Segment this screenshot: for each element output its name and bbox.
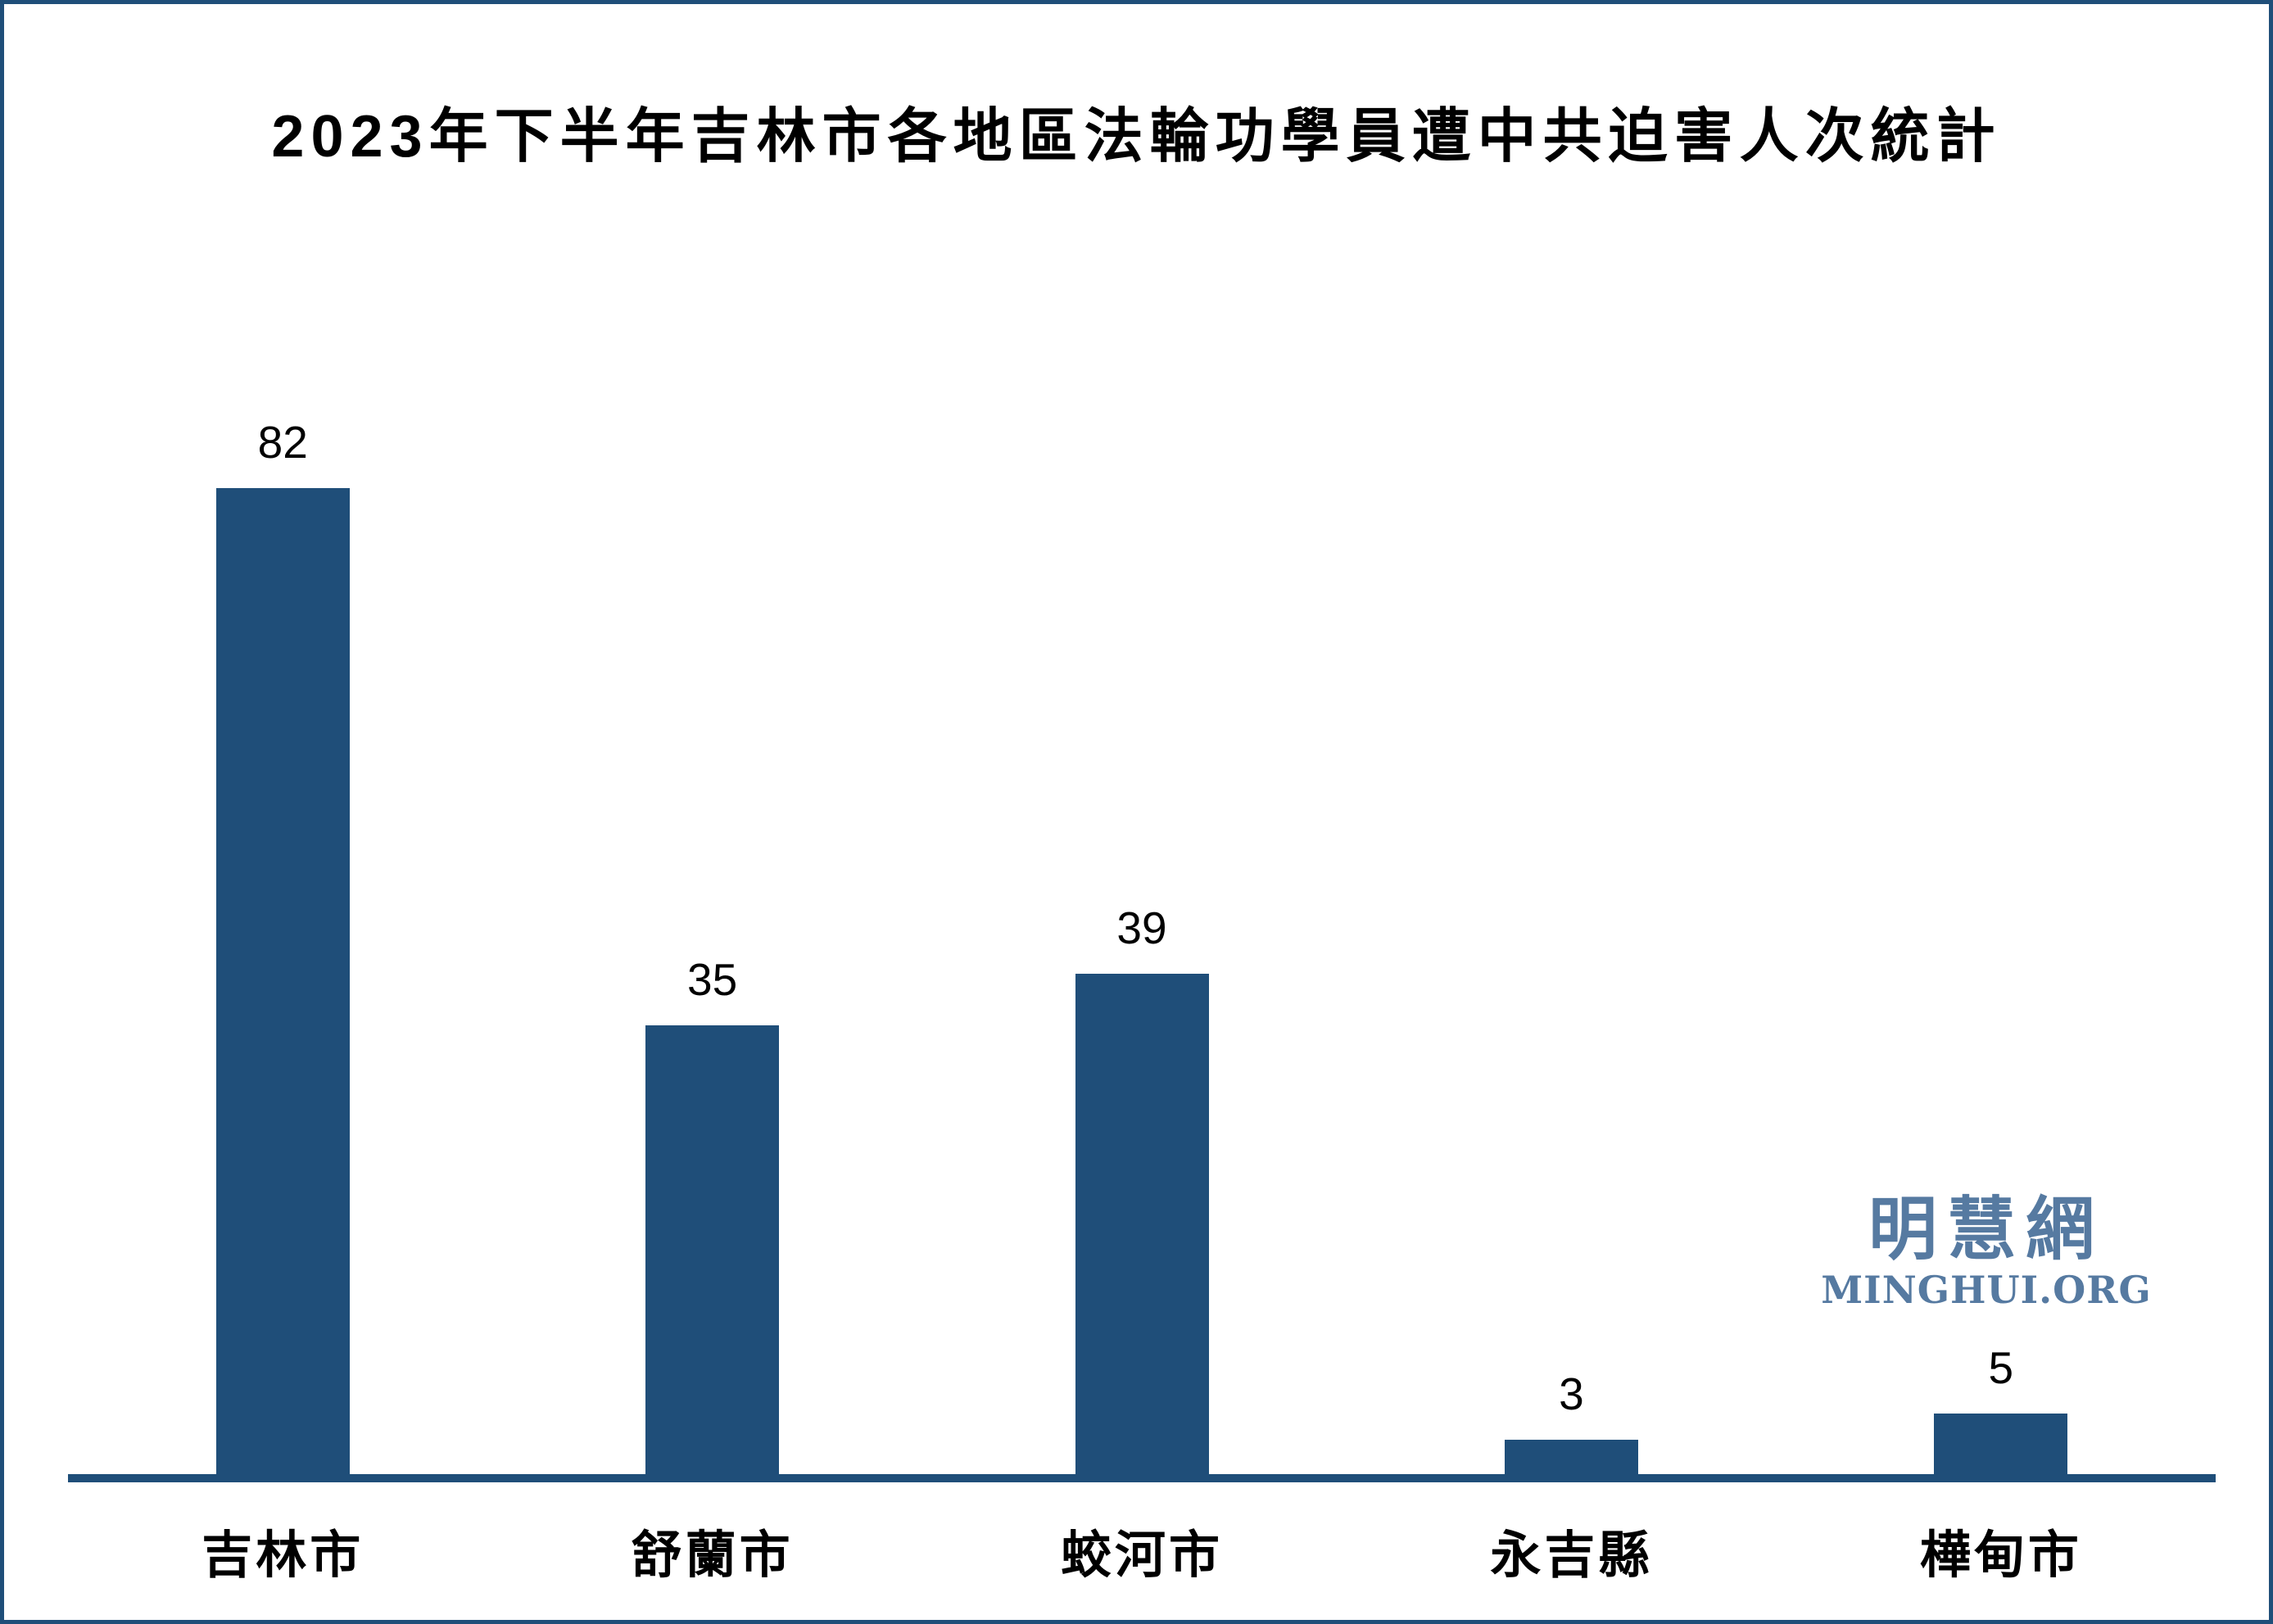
- category-label: 舒蘭市: [631, 1527, 794, 1584]
- bar-value-label: 3: [1559, 1368, 1584, 1419]
- category-label: 蛟河市: [1061, 1527, 1224, 1584]
- x-axis-line: [68, 1474, 2216, 1482]
- category-label: 吉林市: [201, 1527, 364, 1584]
- bar-value-label: 5: [1988, 1342, 2014, 1393]
- watermark-minghui-cjk: 明慧網: [1868, 1191, 2104, 1268]
- bar-value-label: 35: [687, 954, 738, 1005]
- bar-group: 35: [497, 418, 926, 1478]
- bar: [1504, 1440, 1638, 1478]
- category-labels: 吉林市 舒蘭市 蛟河市 永吉縣 樺甸市: [68, 1513, 2216, 1587]
- bar: [645, 1025, 780, 1478]
- bar: [1075, 974, 1209, 1478]
- plot-area: 82 35 39 3 5: [68, 418, 2216, 1478]
- bar-group: 3: [1356, 418, 1786, 1478]
- bar-group: 39: [927, 418, 1356, 1478]
- watermark-minghui-url: MINGHUI.ORG: [1821, 1268, 2152, 1312]
- bar: [215, 488, 350, 1478]
- bar-value-label: 82: [257, 417, 308, 468]
- bar-group: 5: [1786, 418, 2216, 1478]
- bar-value-label: 39: [1116, 902, 1167, 953]
- category-label: 樺甸市: [1919, 1527, 2082, 1584]
- bar: [1934, 1414, 2068, 1478]
- watermark: 明慧網 MINGHUI.ORG: [1773, 1190, 2199, 1311]
- category-label: 永吉縣: [1490, 1527, 1653, 1584]
- bar-group: 82: [68, 418, 497, 1478]
- chart-title: 2023年下半年吉林市各地區法輪功學員遭中共迫害人次統計: [271, 104, 2002, 170]
